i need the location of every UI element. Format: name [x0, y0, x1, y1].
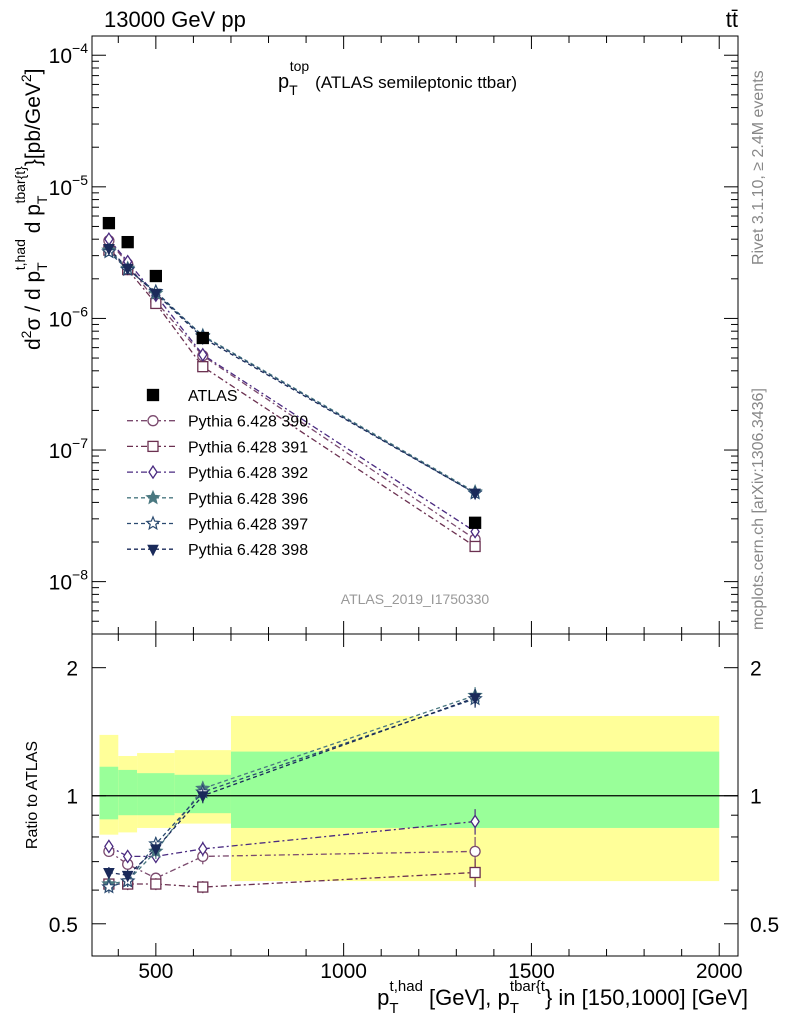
- plot-title: pTtop (ATLAS semileptonic ttbar): [278, 58, 517, 98]
- legend-marker-1: [147, 415, 159, 427]
- legend-label-5: Pythia 6.428 397: [188, 517, 308, 534]
- ratio-axis-ticks: 0.5 0.5 1 1 2 2 500 1000 1500 2000: [49, 634, 779, 983]
- legend-marker-0: [146, 388, 160, 402]
- y-tick-label: 10−5: [49, 172, 89, 200]
- plot-title-sub: T: [289, 82, 298, 98]
- uncertainty-band-inner: [137, 773, 175, 816]
- y-tick-label: 10−6: [49, 303, 89, 331]
- legend-label-0: ATLAS: [188, 388, 238, 405]
- ratio-point-s5-4: [469, 693, 481, 705]
- ratio-y-tick-label: 1: [66, 786, 78, 809]
- uncertainty-band-inner: [99, 766, 119, 820]
- legend-label-3: Pythia 6.428 392: [188, 465, 308, 482]
- legend-marker-2: [147, 440, 159, 453]
- ratio-panel: [92, 715, 738, 882]
- main-series-layer: [101, 216, 483, 553]
- atlas-point-2: [149, 269, 162, 283]
- mcplots-label: mcplots.cern.ch [arXiv:1306.3436]: [750, 388, 767, 630]
- legend-label-4: Pythia 6.428 396: [188, 491, 308, 508]
- ratio-point-s4-0: [101, 879, 117, 894]
- atlas-point-3: [196, 331, 209, 345]
- legend-label-2: Pythia 6.428 391: [188, 439, 308, 456]
- ratio-point-s0-4: [469, 845, 481, 858]
- data-point-s3-3: [198, 347, 208, 362]
- legend-marker-3: [148, 464, 158, 480]
- series-line-6: [108, 248, 476, 494]
- ratio-point-s1-4: [469, 866, 481, 879]
- y-tick-label: 10−7: [49, 435, 89, 463]
- legend-label-1: Pythia 6.428 390: [188, 414, 308, 431]
- ratio-y-label: Ratio to ATLAS: [24, 741, 41, 849]
- atlas-point-1: [121, 235, 134, 249]
- series-line-3: [108, 238, 476, 533]
- data-point-s6-2: [150, 288, 162, 301]
- ratio-point-s2-3: [198, 841, 208, 857]
- legend-marker-6: [147, 544, 159, 557]
- x-tick-label: 1000: [320, 960, 367, 983]
- ratio-panel-frame: [91, 633, 739, 957]
- legend-marker-5: [145, 515, 161, 531]
- data-point-s6-1: [121, 263, 134, 276]
- data-point-s2-3: [197, 361, 209, 373]
- main-axis-ticks: 10−8 10−7 10−6 10−5 10−4: [49, 36, 738, 635]
- ratio-point-s5-2: [150, 844, 162, 857]
- uncertainty-band-inner: [118, 769, 138, 816]
- x-axis-label: pTt,had [GeV], pTtbar{t} in [150,1000] […: [377, 978, 748, 1017]
- rivet-label: Rivet 3.1.10, ≥ 2.4M events: [750, 70, 767, 265]
- analysis-watermark: ATLAS_2019_I1750330: [341, 591, 490, 607]
- ratio-line-0: [108, 850, 476, 879]
- series-line-1: [108, 240, 476, 540]
- ratio-point-s5-0: [103, 867, 115, 880]
- legend-marker-4: [145, 489, 161, 505]
- atlas-point-0: [102, 216, 116, 230]
- x-tick-label: 500: [138, 960, 173, 983]
- data-point-s6-0: [103, 243, 115, 256]
- ratio-y-tick-label-right: 2: [750, 658, 762, 681]
- data-point-s2-4: [469, 540, 481, 553]
- y-tick-label: 10−4: [49, 40, 89, 68]
- ratio-y-tick-label-right: 0.5: [750, 914, 779, 937]
- ratio-point-s1-2: [150, 878, 162, 890]
- legend: ATLAS Pythia 6.428 390 Pythia 6.428 391 Pyt…: [127, 388, 308, 559]
- process-label: tt̄: [726, 7, 738, 32]
- series-line-5: [108, 251, 476, 494]
- ratio-series-layer: [101, 687, 483, 894]
- ratio-point-s2-1: [122, 849, 133, 864]
- x-tick-label: 1500: [508, 960, 555, 983]
- plot-title-p: p: [278, 71, 289, 93]
- plot-title-tail: (ATLAS semileptonic ttbar): [315, 73, 517, 92]
- ratio-point-s2-0: [104, 839, 114, 854]
- legend-label-6: Pythia 6.428 398: [188, 542, 308, 559]
- ratio-y-tick-label: 2: [66, 658, 78, 681]
- data-point-s6-4: [469, 488, 481, 501]
- y-axis-label: d2σ / d pTt,had d pTtbar{t}}[pb/GeV2]: [12, 68, 50, 350]
- ratio-point-s2-4: [470, 814, 480, 829]
- ratio-y-tick-label-right: 1: [750, 786, 762, 809]
- ratio-point-s5-3: [196, 791, 209, 803]
- ratio-line-2: [108, 820, 476, 858]
- y-tick-label: 10−8: [49, 567, 89, 595]
- ratio-point-s1-3: [197, 881, 209, 893]
- x-tick-label: 2000: [696, 960, 743, 983]
- energy-label: 13000 GeV pp: [104, 7, 246, 32]
- plot-title-sup: top: [290, 58, 310, 74]
- atlas-point-4: [468, 516, 482, 529]
- ratio-point-s5-1: [121, 870, 134, 883]
- ratio-y-tick-label: 0.5: [49, 914, 78, 937]
